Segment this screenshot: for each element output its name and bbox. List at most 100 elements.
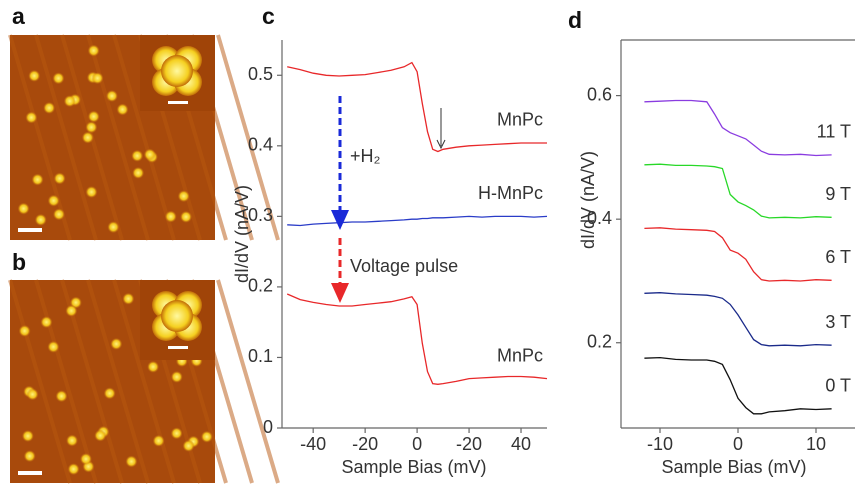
molecule <box>152 434 165 447</box>
molecule <box>43 101 56 114</box>
panel-label: c <box>262 3 275 29</box>
molecule <box>143 148 156 161</box>
scale-bar <box>18 471 42 475</box>
series-line <box>286 293 548 385</box>
molecule <box>164 210 177 223</box>
molecule <box>65 304 78 317</box>
arrow-head <box>331 210 349 230</box>
stm-image <box>8 34 280 241</box>
molecule <box>17 202 30 215</box>
molecule <box>87 44 100 57</box>
x-tick-label: 0 <box>412 434 422 454</box>
y-tick-label: 0 <box>263 417 273 437</box>
molecule <box>47 194 60 207</box>
y-axis-label: dI/dV (nA/V) <box>578 151 598 249</box>
molecule <box>28 69 41 82</box>
molecule <box>34 213 47 226</box>
arrow-head <box>331 283 349 303</box>
y-tick-label: 0.4 <box>587 208 612 228</box>
scale-bar <box>18 228 42 232</box>
annotation: +H₂ <box>350 146 381 166</box>
molecule <box>85 121 98 134</box>
x-tick-label: 40 <box>511 434 531 454</box>
x-tick-label: -20 <box>456 434 482 454</box>
terrace <box>8 34 72 241</box>
terrace <box>216 34 280 241</box>
molecule <box>110 337 123 350</box>
series-label: 9 T <box>825 184 851 204</box>
molecule <box>125 455 138 468</box>
series-label: 11 T <box>817 122 851 142</box>
molecule <box>177 190 190 203</box>
series-label: MnPc <box>497 110 543 130</box>
series-line <box>287 215 548 227</box>
series-label: MnPc <box>497 345 543 365</box>
y-tick-label: 0.2 <box>587 331 612 351</box>
series-line <box>287 61 547 153</box>
y-tick-label: 0.4 <box>248 135 273 155</box>
terrace <box>216 279 280 484</box>
y-tick-label: 0.5 <box>248 64 273 84</box>
series-label: H-MnPc <box>478 183 543 203</box>
x-tick-label: 0 <box>733 434 743 454</box>
y-tick-label: 0.1 <box>248 346 273 366</box>
series-line <box>644 99 832 157</box>
x-axis-label: Sample Bias (mV) <box>341 457 486 477</box>
terrace <box>34 34 98 241</box>
terrace <box>86 279 150 484</box>
series-line <box>644 227 832 282</box>
molecule <box>67 463 80 476</box>
molecule <box>81 131 94 144</box>
molecule <box>66 434 79 447</box>
arrow-head <box>436 139 446 150</box>
molecule <box>131 149 144 162</box>
panel-label: a <box>12 3 25 29</box>
scale-bar <box>168 346 188 349</box>
x-tick-label: -20 <box>352 434 378 454</box>
terrace <box>34 279 98 484</box>
x-tick-label: 10 <box>806 434 826 454</box>
terrace <box>8 279 72 484</box>
molecule <box>85 186 98 199</box>
series-label: 3 T <box>825 312 851 332</box>
terrace <box>112 279 176 484</box>
series-label: 6 T <box>825 247 851 267</box>
scale-bar <box>168 101 188 104</box>
terrace <box>86 34 150 241</box>
molecule <box>103 387 116 400</box>
molecule <box>200 430 213 443</box>
series-label: 0 T <box>825 376 851 396</box>
series-line <box>644 356 832 415</box>
molecule <box>40 316 53 329</box>
molecule <box>91 72 104 85</box>
molecule <box>18 324 31 337</box>
panel-label: b <box>12 249 26 275</box>
x-tick-label: -10 <box>647 434 673 454</box>
molecule <box>116 103 129 116</box>
molecule <box>26 388 39 401</box>
annotation: Voltage pulse <box>350 256 458 276</box>
stm-image <box>8 279 280 484</box>
inset-lobe <box>161 300 193 332</box>
terrace <box>112 34 176 241</box>
molecule <box>52 72 65 85</box>
molecule <box>132 166 145 179</box>
molecule <box>122 292 135 305</box>
molecule <box>105 89 118 102</box>
y-axis-label: dI/dV (nA/V) <box>232 185 252 283</box>
molecule <box>23 450 36 463</box>
series-line <box>644 292 832 347</box>
inset-lobe <box>161 55 193 87</box>
molecule <box>87 110 100 123</box>
molecule <box>63 95 76 108</box>
molecule <box>94 429 107 442</box>
molecule <box>31 173 44 186</box>
y-tick-label: 0.3 <box>248 205 273 225</box>
series-line <box>644 163 832 219</box>
x-tick-label: -40 <box>300 434 326 454</box>
molecule <box>170 427 183 440</box>
molecule <box>25 111 38 124</box>
molecule <box>79 453 92 466</box>
x-axis-label: Sample Bias (mV) <box>661 457 806 477</box>
